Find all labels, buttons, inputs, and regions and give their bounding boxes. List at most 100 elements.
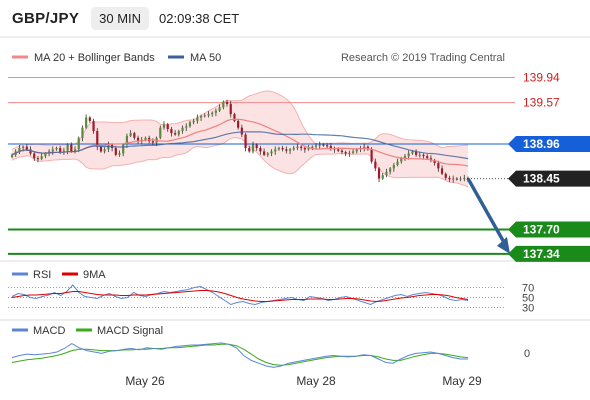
level-label-last-3: 138.45 — [523, 172, 560, 186]
candle — [318, 141, 321, 149]
candle-body — [151, 141, 154, 143]
candle — [452, 175, 455, 183]
candle-body — [274, 149, 277, 152]
candle-body — [96, 131, 99, 147]
candle-body — [307, 148, 310, 150]
candle — [329, 143, 332, 151]
candle-body — [44, 153, 47, 157]
candle-body — [103, 149, 106, 152]
candle — [129, 130, 132, 138]
candle-body — [192, 120, 195, 123]
candle-body — [440, 168, 444, 174]
candle — [374, 158, 377, 172]
candle — [396, 158, 399, 167]
candle-body — [233, 114, 236, 121]
candle — [285, 146, 288, 154]
candle-body — [437, 162, 440, 169]
candle-body — [292, 148, 295, 150]
candle — [288, 148, 292, 155]
level-label-support-4: 137.70 — [523, 222, 560, 236]
level-tag-support-4 — [508, 221, 590, 238]
candle-body — [270, 151, 273, 154]
candle-body — [355, 149, 358, 152]
timeframe-badge[interactable]: 30 MIN — [91, 6, 150, 30]
candle-body — [177, 131, 180, 135]
bollinger-lower — [11, 137, 469, 188]
candle-body — [196, 117, 199, 121]
candle-body — [159, 127, 162, 138]
candle — [444, 172, 447, 180]
rsi-ma-line — [11, 290, 469, 303]
candle-body — [188, 122, 192, 127]
candle-body — [229, 103, 232, 115]
candle — [218, 104, 221, 113]
candle-body — [344, 152, 347, 154]
candle-body — [285, 149, 288, 151]
candle-body — [463, 177, 466, 179]
candle — [262, 148, 266, 157]
candle-body — [374, 161, 377, 169]
candle — [429, 155, 433, 163]
candle — [370, 147, 373, 164]
candle-body — [51, 149, 54, 152]
candle-body — [70, 144, 73, 152]
candle-body — [144, 137, 147, 140]
candle — [381, 173, 384, 180]
candle — [118, 150, 121, 157]
candle-body — [377, 168, 381, 179]
candle-body — [429, 158, 433, 161]
candle — [133, 131, 136, 140]
candle — [174, 130, 177, 136]
candle-body — [385, 171, 388, 176]
candle-body — [92, 120, 95, 132]
candle-body — [318, 144, 321, 146]
candle-body — [85, 117, 88, 128]
candle — [181, 125, 184, 134]
candle-body — [459, 178, 462, 180]
candle-body — [329, 146, 332, 149]
candle — [33, 152, 36, 161]
candle-body — [73, 149, 77, 152]
candle-body — [222, 101, 225, 108]
x-tick-label: May 28 — [296, 374, 336, 388]
candle — [459, 176, 462, 182]
candle-body — [277, 148, 281, 150]
candle-body — [133, 133, 136, 138]
candle-body — [400, 158, 403, 162]
candle — [203, 113, 206, 118]
candle — [277, 146, 281, 151]
candle-body — [40, 156, 43, 159]
level-label-support-5: 137.34 — [523, 247, 560, 261]
rsi-line — [11, 284, 469, 306]
candle-body — [181, 127, 184, 132]
candle-body — [214, 110, 218, 113]
candle — [237, 118, 240, 130]
legend-macd-label: MACD — [33, 325, 65, 337]
candle-body — [337, 149, 340, 151]
candle — [122, 143, 125, 157]
candle-body — [259, 148, 262, 152]
candle — [166, 122, 169, 132]
candle — [192, 118, 195, 125]
candle — [214, 108, 218, 117]
candle — [211, 111, 214, 117]
clock-label: 02:09:38 CET — [159, 10, 240, 26]
candle — [448, 175, 451, 182]
candle — [292, 145, 295, 151]
candle — [248, 145, 251, 153]
candle-body — [433, 160, 436, 163]
candle-body — [363, 146, 366, 149]
candle-body — [448, 177, 451, 180]
candle — [326, 143, 329, 149]
ma50-line — [11, 131, 469, 160]
forecast-arrow-shaft — [466, 177, 508, 247]
candle — [225, 99, 229, 107]
candle-body — [422, 154, 425, 157]
candle — [244, 133, 247, 152]
copyright-label: Research © 2019 Trading Central — [341, 52, 505, 64]
x-tick-label: May 29 — [442, 374, 482, 388]
candle — [266, 152, 269, 157]
level-label-resistance-1: 139.57 — [523, 96, 560, 110]
legend-rsi-label: RSI — [33, 269, 51, 281]
